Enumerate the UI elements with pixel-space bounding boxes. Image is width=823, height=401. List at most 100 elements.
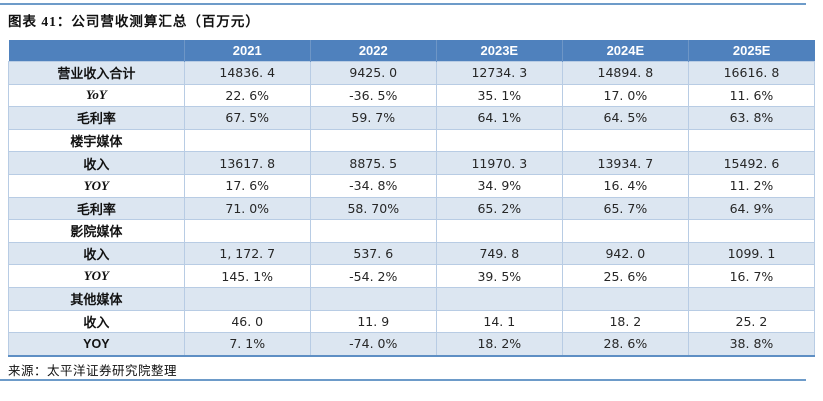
year-column-header: 2023E (436, 40, 563, 62)
table-row: 收入 13617. 8 8875. 5 11970. 3 13934. 7 15492. … (8, 151, 816, 175)
value-cell (435, 286, 563, 311)
value-cell: 15492. 6 (687, 151, 816, 175)
value-cell: -36. 5% (309, 83, 437, 108)
row-label: YoY (8, 83, 185, 108)
row-label: YOY (8, 173, 185, 198)
value-cell: 46. 0 (183, 309, 311, 334)
value-cell: 14. 1 (435, 309, 563, 334)
corner-header-cell (8, 40, 185, 62)
row-label: YOY (8, 264, 185, 288)
value-cell: 11970. 3 (435, 151, 563, 175)
section-row: 其他媒体 (8, 286, 816, 311)
value-cell: 18. 2 (561, 309, 689, 334)
value-cell: 9425. 0 (309, 61, 437, 85)
value-cell: 17. 0% (561, 83, 689, 108)
value-cell: 64. 5% (561, 106, 689, 130)
value-cell (561, 128, 689, 153)
value-cell: 14894. 8 (561, 61, 689, 85)
value-cell: 65. 2% (435, 196, 563, 221)
value-cell: 16. 7% (687, 264, 816, 288)
row-label: 营业收入合计 (8, 61, 185, 85)
table-row: YOY 17. 6% -34. 8% 34. 9% 16. 4% 11. 2% (8, 173, 816, 198)
value-cell (435, 219, 563, 243)
value-cell: 17. 6% (183, 173, 311, 198)
row-label: 影院媒体 (8, 219, 185, 243)
value-cell (687, 286, 816, 311)
value-cell: 537. 6 (309, 241, 437, 266)
table-row: YoY 22. 6% -36. 5% 35. 1% 17. 0% 11. 6% (8, 83, 816, 108)
value-cell (687, 219, 816, 243)
value-cell: 13617. 8 (183, 151, 311, 175)
figure-title: 图表 41：公司营收测算汇总（百万元） (8, 14, 260, 29)
row-label: 毛利率 (8, 106, 185, 130)
row-label: YOY (8, 332, 185, 357)
value-cell: 16616. 8 (687, 61, 816, 85)
table-row: YOY 145. 1% -54. 2% 39. 5% 25. 6% 16. 7% (8, 264, 816, 288)
value-cell: 67. 5% (183, 106, 311, 130)
value-cell: 145. 1% (183, 264, 311, 288)
value-cell: 11. 6% (687, 83, 816, 108)
value-cell: 11. 9 (309, 309, 437, 334)
table-row: 收入 46. 0 11. 9 14. 1 18. 2 25. 2 (8, 309, 816, 334)
table-row: 营业收入合计 14836. 4 9425. 0 12734. 3 14894. 8 166… (8, 61, 816, 85)
value-cell: 749. 8 (435, 241, 563, 266)
value-cell: 7. 1% (183, 332, 311, 357)
row-label: 收入 (8, 151, 185, 175)
value-cell: 39. 5% (435, 264, 563, 288)
row-label: 收入 (8, 241, 185, 266)
table-row: 毛利率 71. 0% 58. 70% 65. 2% 65. 7% 64. 9% (8, 196, 816, 221)
value-cell: 11. 2% (687, 173, 816, 198)
value-cell: 12734. 3 (435, 61, 563, 85)
value-cell: -34. 8% (309, 173, 437, 198)
value-cell: 58. 70% (309, 196, 437, 221)
value-cell: 64. 9% (687, 196, 816, 221)
row-label: 毛利率 (8, 196, 185, 221)
value-cell (309, 128, 437, 153)
value-cell: 1099. 1 (687, 241, 816, 266)
value-cell (435, 128, 563, 153)
value-cell: 18. 2% (435, 332, 563, 357)
value-cell: 71. 0% (183, 196, 311, 221)
value-cell (309, 219, 437, 243)
year-column-header: 2024E (562, 40, 689, 62)
row-label: 楼宇媒体 (8, 128, 185, 153)
value-cell: 25. 6% (561, 264, 689, 288)
value-cell: 13934. 7 (561, 151, 689, 175)
table-row: YOY 7. 1% -74. 0% 18. 2% 28. 6% 38. 8% (8, 332, 816, 357)
value-cell: 65. 7% (561, 196, 689, 221)
value-cell: 38. 8% (687, 332, 816, 357)
value-cell (183, 128, 311, 153)
table-row: 收入 1, 172. 7 537. 6 749. 8 942. 0 1099. 1 (8, 241, 816, 266)
value-cell: -74. 0% (309, 332, 437, 357)
section-row: 楼宇媒体 (8, 128, 816, 153)
value-cell (309, 286, 437, 311)
value-cell (561, 286, 689, 311)
value-cell (183, 286, 311, 311)
value-cell: 35. 1% (435, 83, 563, 108)
value-cell: 16. 4% (561, 173, 689, 198)
value-cell: 1, 172. 7 (183, 241, 311, 266)
source-note: 来源：太平洋证券研究院整理 (8, 364, 178, 378)
value-cell: 64. 1% (435, 106, 563, 130)
value-cell (561, 219, 689, 243)
top-divider (0, 3, 806, 5)
value-cell (183, 219, 311, 243)
value-cell: 25. 2 (687, 309, 816, 334)
value-cell: 8875. 5 (309, 151, 437, 175)
value-cell: 28. 6% (561, 332, 689, 357)
value-cell: 22. 6% (183, 83, 311, 108)
row-label: 其他媒体 (8, 286, 185, 311)
value-cell (687, 128, 816, 153)
value-cell: -54. 2% (309, 264, 437, 288)
value-cell: 942. 0 (561, 241, 689, 266)
bottom-divider (0, 379, 806, 381)
table-header-row: 2021 2022 2023E 2024E 2025E (8, 40, 815, 62)
row-label: 收入 (8, 309, 185, 334)
revenue-forecast-table: 2021 2022 2023E 2024E 2025E 营业收入合计 14836. 4 94… (8, 40, 816, 357)
section-row: 影院媒体 (8, 219, 816, 243)
year-column-header: 2022 (310, 40, 437, 62)
value-cell: 63. 8% (687, 106, 816, 130)
value-cell: 34. 9% (435, 173, 563, 198)
value-cell: 59. 7% (309, 106, 437, 130)
value-cell: 14836. 4 (183, 61, 311, 85)
